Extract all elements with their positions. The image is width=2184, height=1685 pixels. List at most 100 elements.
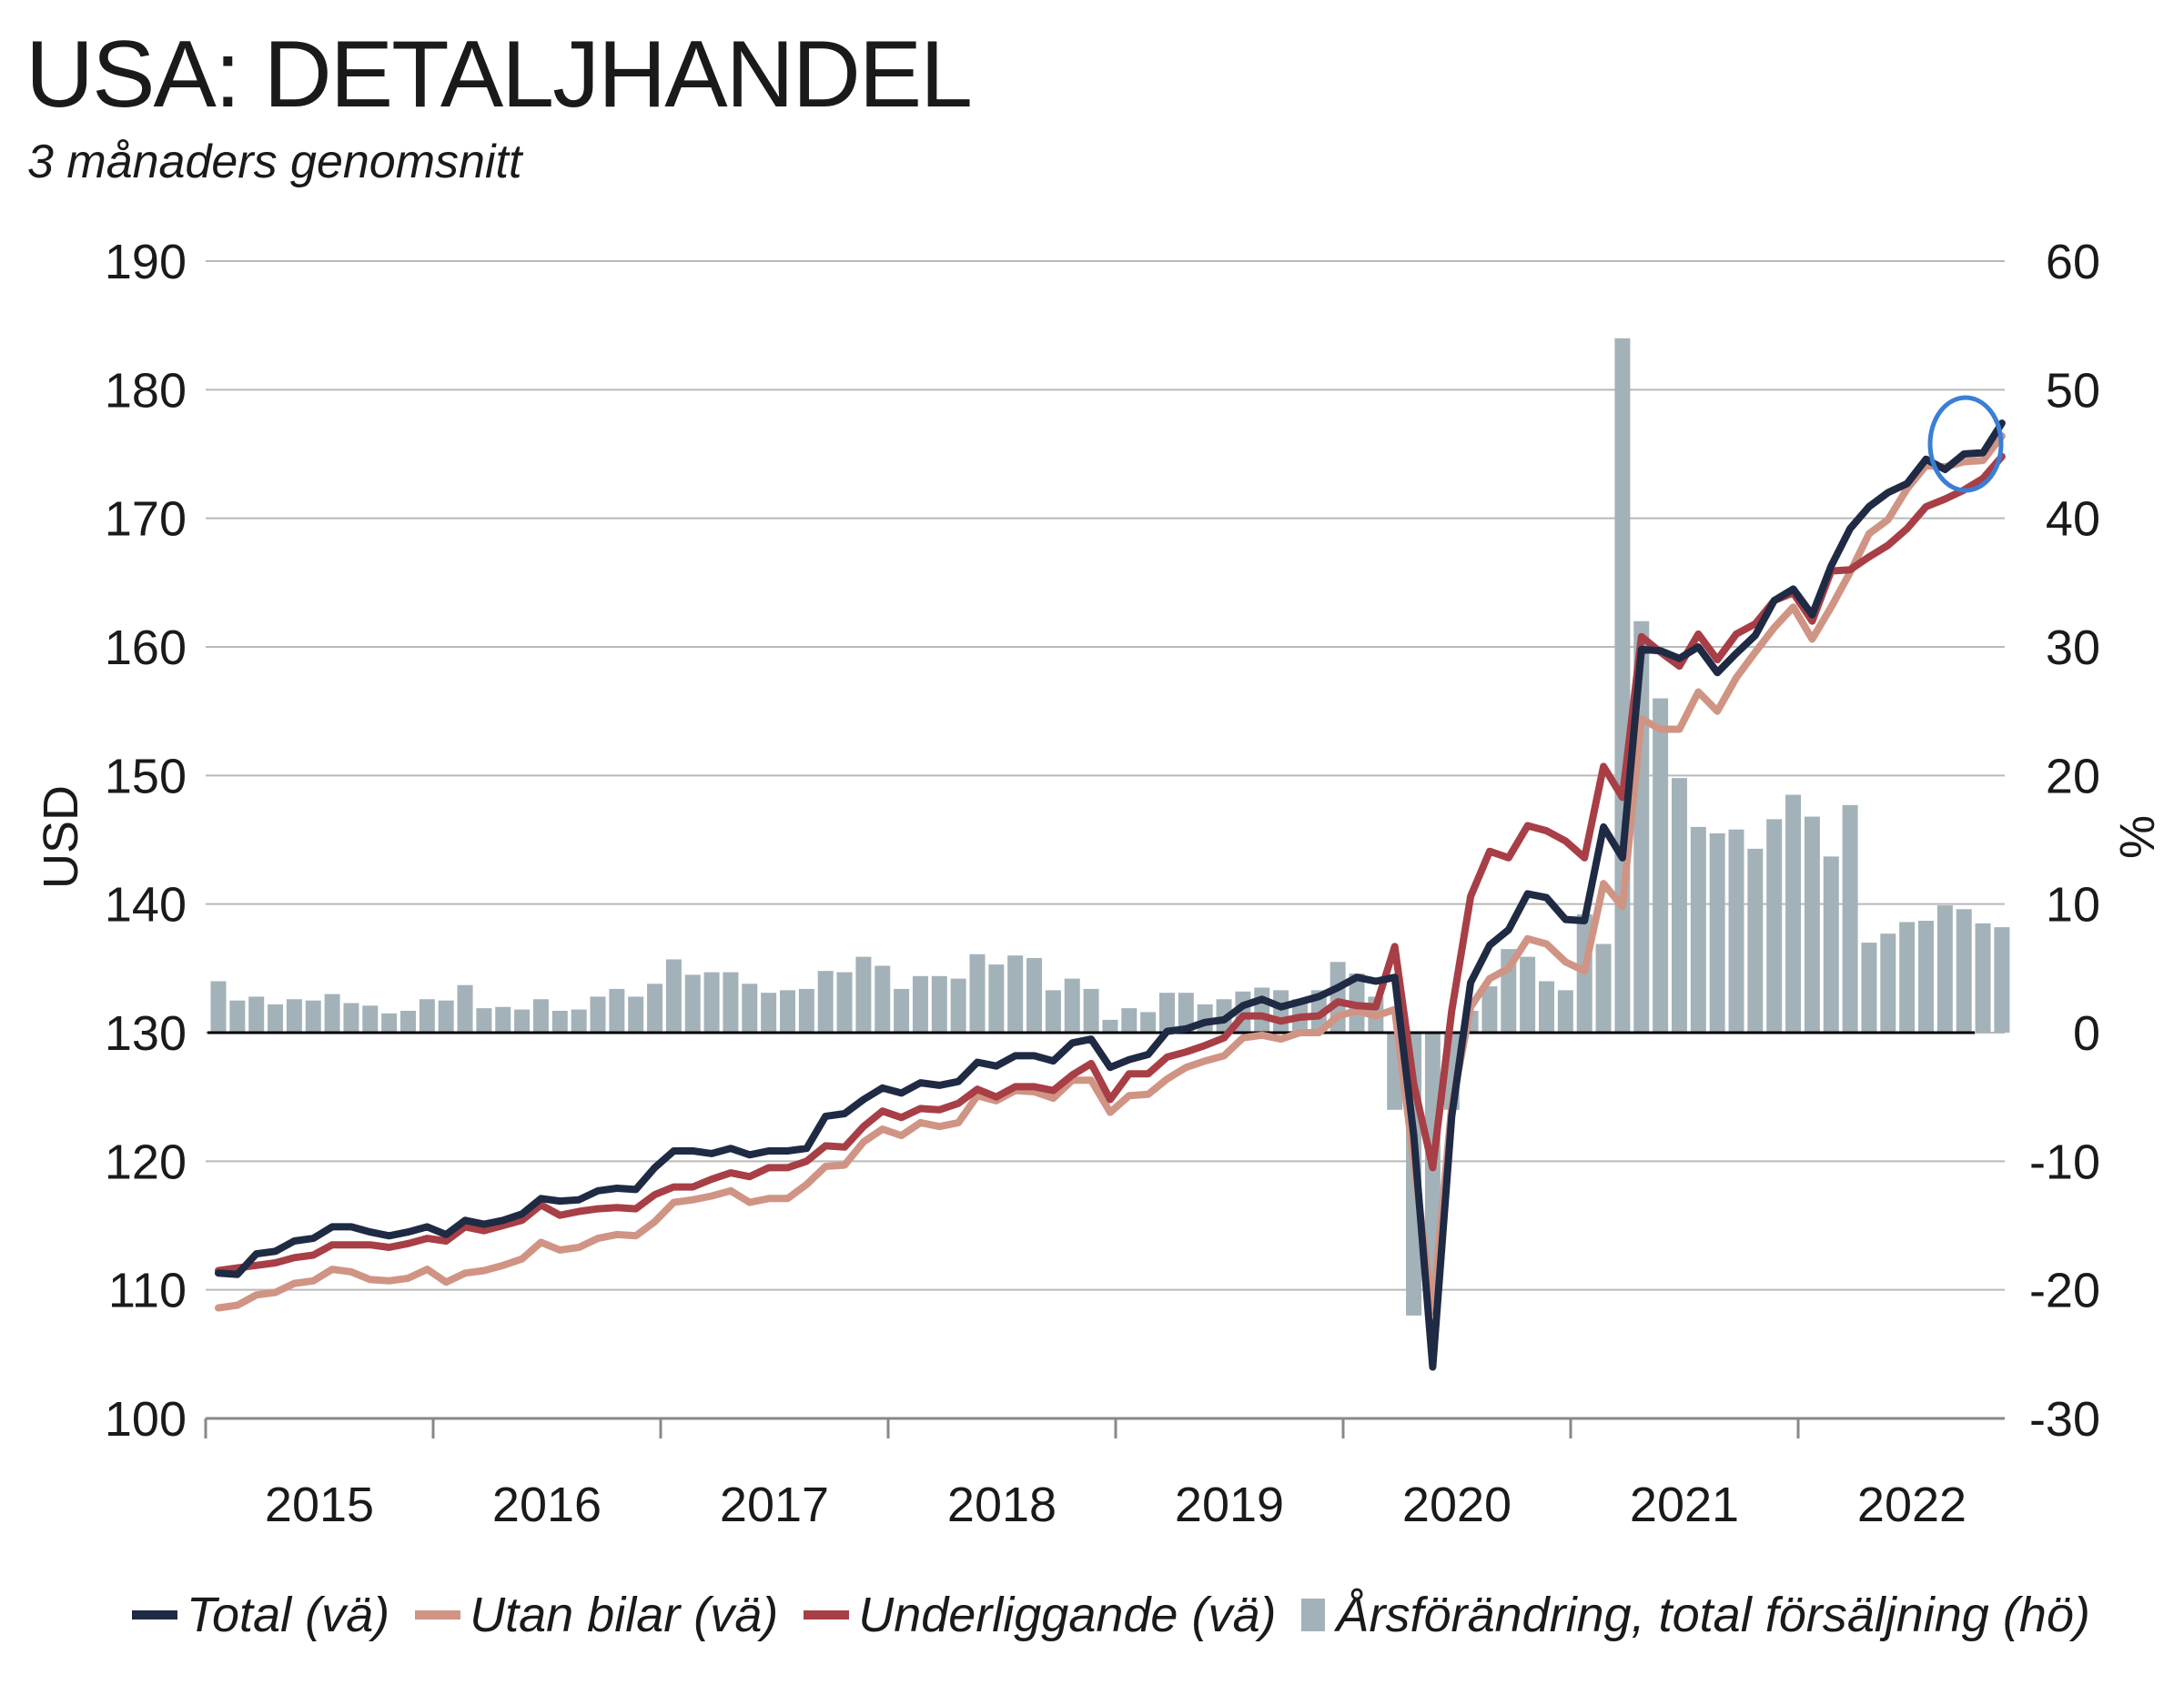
bar: [684, 974, 701, 1033]
bar: [1159, 993, 1175, 1033]
bar: [780, 990, 795, 1033]
y-left-tick-label: 120: [105, 1135, 187, 1189]
bar: [438, 1000, 454, 1033]
y-left-tick-label: 150: [105, 749, 187, 803]
bar: [931, 975, 947, 1033]
bar: [1653, 698, 1669, 1033]
y-left-tick-label: 180: [105, 363, 187, 418]
bar: [647, 984, 663, 1033]
y-left-tick-label: 170: [105, 492, 187, 547]
bar: [419, 999, 435, 1033]
bar: [969, 953, 986, 1033]
legend-item-arsforandring: Årsförändring, total försäljning (hö): [1301, 1587, 2090, 1643]
bar: [495, 1006, 511, 1033]
bar: [1481, 986, 1498, 1033]
bar: [1975, 923, 1991, 1033]
bar-series-arsforandring: [210, 338, 2010, 1316]
bar: [324, 994, 340, 1033]
x-tick-label: 2021: [1630, 1478, 1739, 1532]
bar: [609, 988, 625, 1033]
bar: [1994, 927, 2010, 1033]
y-left-tick-label: 160: [105, 621, 187, 675]
y-right-tick-label: 30: [2046, 621, 2100, 675]
bar: [1785, 794, 1802, 1033]
bar: [210, 981, 227, 1033]
bar: [1956, 909, 1972, 1033]
bar: [836, 972, 853, 1033]
bar: [1026, 958, 1043, 1033]
axes: [204, 1417, 2005, 1438]
bar: [1007, 955, 1024, 1033]
y-right-tick-label: -30: [2029, 1392, 2100, 1447]
bar: [1595, 943, 1612, 1033]
line-series-0: [215, 419, 2006, 1371]
y-right-tick-label: 40: [2046, 492, 2100, 547]
bar: [1766, 819, 1783, 1033]
bar: [1520, 956, 1536, 1033]
bar: [723, 972, 739, 1033]
line-series: [215, 419, 2006, 1371]
legend-item-underliggande: Underliggande (vä): [804, 1587, 1276, 1643]
bar: [1918, 921, 1934, 1033]
bar: [551, 1010, 568, 1033]
bar: [1121, 1008, 1138, 1033]
x-tick-label: 2016: [492, 1478, 602, 1532]
bar: [532, 999, 549, 1033]
bar: [1539, 981, 1554, 1033]
chart-title: USA: DETALJHANDEL: [25, 22, 973, 127]
legend-label-utan-bilar: Utan bilar (vä): [470, 1588, 779, 1642]
x-tick-label: 2019: [1175, 1478, 1284, 1532]
y-right-tick-label: -10: [2029, 1135, 2100, 1189]
line-series-2: [215, 452, 2006, 1275]
bar: [362, 1005, 379, 1033]
x-tick-label: 2018: [947, 1478, 1057, 1532]
bar: [286, 999, 302, 1033]
bar: [457, 984, 473, 1033]
x-tick-label: 2020: [1402, 1478, 1512, 1532]
y-axis-left-label: USD: [34, 785, 88, 889]
tick-labels: 190 60 180 50 170 40 160 30 150 20 140 10 130 0 120 -10…: [105, 235, 2100, 1532]
y-right-tick-label: 10: [2046, 878, 2100, 933]
y-left-tick-label: 130: [105, 1006, 187, 1061]
bar: [761, 993, 777, 1033]
bar: [1102, 1019, 1118, 1033]
legend-label-underliggande: Underliggande (vä): [858, 1588, 1277, 1642]
bar: [665, 959, 682, 1033]
y-right-tick-label: 50: [2046, 363, 2100, 418]
bar: [1728, 829, 1744, 1033]
y-right-tick-label: 20: [2046, 749, 2100, 803]
bar: [988, 964, 1005, 1033]
bar: [1804, 816, 1820, 1033]
legend-item-utan-bilar: Utan bilar (vä): [415, 1587, 778, 1643]
legend-label-arsforandring: Årsförändring, total försäljning (hö): [1336, 1588, 2090, 1642]
x-tick-label: 2017: [720, 1478, 829, 1532]
bar: [1614, 338, 1631, 1033]
bar: [1178, 993, 1194, 1033]
legend-swatch-total: [132, 1610, 177, 1619]
bar: [1709, 832, 1725, 1033]
bar: [1273, 990, 1289, 1033]
x-tick-label: 2015: [265, 1478, 374, 1532]
y-left-tick-label: 140: [105, 878, 187, 933]
x-tick-label: 2022: [1857, 1478, 1967, 1532]
bar: [855, 956, 872, 1033]
legend-swatch-underliggande: [804, 1610, 850, 1619]
bar: [1671, 778, 1687, 1033]
bar: [229, 1000, 246, 1033]
bar: [1880, 933, 1896, 1033]
bar: [1557, 990, 1573, 1033]
bar: [305, 1000, 321, 1033]
bar: [1861, 943, 1877, 1033]
bar: [912, 975, 928, 1033]
bar: [1747, 848, 1764, 1033]
bar: [248, 996, 265, 1033]
bar: [1064, 978, 1080, 1033]
bar: [1823, 856, 1839, 1033]
bar: [1254, 987, 1270, 1033]
bar: [817, 971, 834, 1033]
y-right-tick-label: 0: [2073, 1006, 2100, 1061]
y-right-tick-label: 60: [2046, 235, 2100, 289]
legend-item-total: Total (vä): [132, 1587, 389, 1643]
y-left-tick-label: 100: [105, 1392, 187, 1447]
